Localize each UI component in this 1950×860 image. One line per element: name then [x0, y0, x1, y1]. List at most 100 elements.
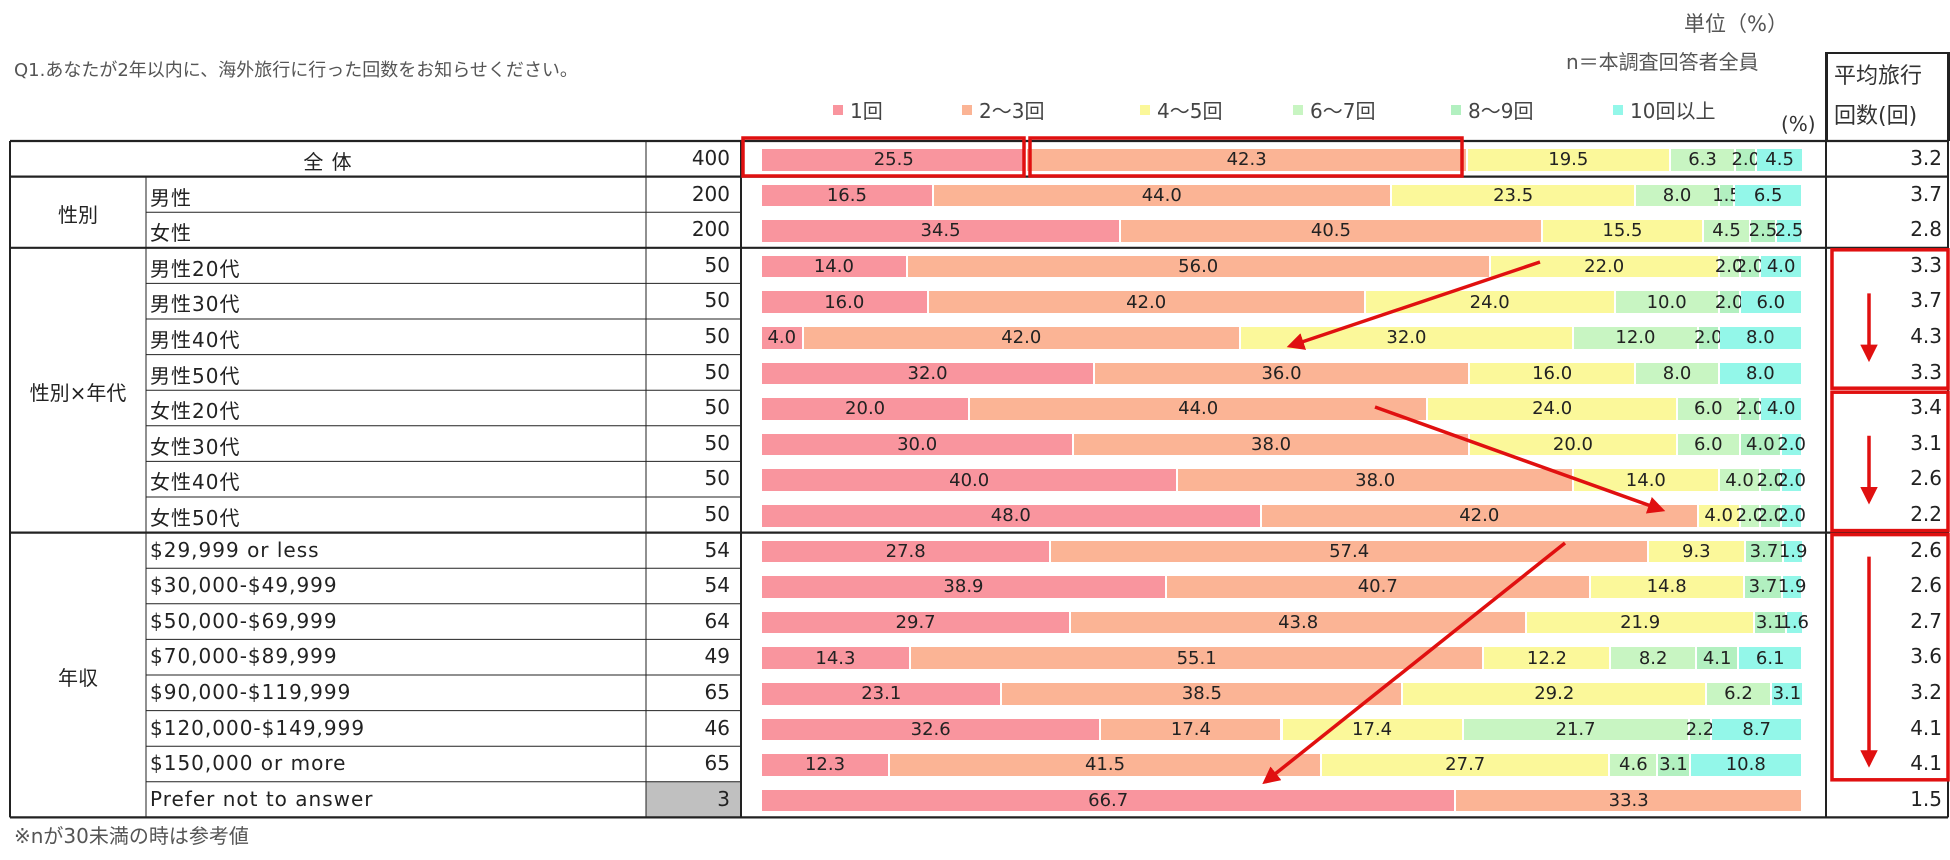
unit-label: 単位（%） [1684, 12, 1788, 36]
bar-segment: 38.0 [1178, 469, 1574, 491]
legend-item: 8〜9回 [1451, 95, 1533, 124]
bar-segment: 66.7 [762, 789, 1457, 812]
bar-value-label: 4.0 [1766, 398, 1796, 420]
legend-item: 6〜7回 [1293, 95, 1375, 124]
bar-value-label: 23.1 [861, 683, 902, 705]
average-value: 2.7 [1910, 608, 1942, 633]
bar-segment: 16.0 [1469, 362, 1637, 385]
sample-size: 46 [704, 715, 730, 740]
bar-segment: 4.0 [762, 327, 804, 349]
bar-segment: 2.5 [1775, 220, 1803, 242]
group-label: 全 体 [303, 149, 353, 174]
bar-segment: 17.4 [1101, 718, 1283, 741]
row-label: $30,000-$49,999 [150, 573, 338, 598]
bar-segment: 8.0 [1719, 327, 1803, 349]
row-label: 男性40代 [150, 328, 241, 352]
bar-value-label: 14.8 [1646, 576, 1687, 598]
bar-segment: 32.0 [762, 362, 1096, 385]
bar-value-label: 30.0 [897, 434, 938, 456]
average-value: 3.4 [1910, 395, 1942, 420]
legend-label: 8〜9回 [1468, 99, 1534, 123]
bar-value-label: 3.1 [1772, 683, 1802, 705]
bar-segment: 4.1 [1696, 647, 1740, 669]
bar-value-label: 3.1 [1659, 754, 1688, 776]
bar-value-label: 27.8 [885, 540, 926, 562]
bar-segment: 16.5 [762, 184, 934, 207]
bar-value-label: 8.2 [1638, 647, 1668, 669]
bar-value-label: 8.0 [1662, 184, 1692, 206]
bar-segment: 2.0 [1777, 469, 1806, 491]
bar-value-label: 6.3 [1688, 149, 1717, 171]
bar-value-label: 2.0 [1756, 505, 1786, 527]
bar-segment: 2.0 [1736, 398, 1764, 420]
average-value: 2.2 [1910, 502, 1942, 526]
bar-segment: 40.5 [1121, 220, 1543, 242]
legend-item: 4〜5回 [1140, 95, 1222, 124]
bar-value-label: 2.0 [1777, 469, 1806, 491]
bar-value-label: 56.0 [1178, 256, 1219, 278]
average-value: 3.3 [1910, 252, 1942, 277]
sample-size: 50 [704, 324, 730, 348]
average-value: 3.6 [1910, 644, 1942, 669]
bar-segment: 6.2 [1707, 683, 1772, 705]
row-label: $150,000 or more [150, 751, 347, 776]
legend-label: 1回 [850, 99, 883, 123]
bar-value-label: 4.6 [1619, 754, 1648, 776]
bar-value-label: 44.0 [1141, 184, 1182, 206]
bar-segment: 38.9 [762, 576, 1167, 598]
bar-value-label: 40.0 [949, 469, 990, 491]
bar-segment: 1.6 [1780, 611, 1809, 634]
bar-value-label: 24.0 [1469, 291, 1510, 313]
row-label: $50,000-$69,999 [150, 608, 338, 633]
legend-label: 4〜5回 [1157, 99, 1223, 123]
sample-size: 65 [704, 680, 730, 704]
bar-segment: 15.5 [1542, 220, 1705, 242]
average-value: 3.3 [1910, 359, 1942, 384]
bar-value-label: 29.7 [895, 612, 936, 634]
average-value: 3.7 [1910, 181, 1942, 206]
bar-value-label: 20.0 [1552, 434, 1593, 456]
bar-value-label: 6.0 [1756, 291, 1786, 313]
bar-value-label: 6.0 [1693, 434, 1723, 456]
bar-segment: 4.6 [1610, 754, 1659, 776]
bar-value-label: 8.0 [1746, 327, 1775, 349]
bar-value-label: 40.5 [1310, 220, 1351, 242]
bar-segment: 34.5 [762, 220, 1122, 242]
bar-value-label: 16.5 [826, 184, 867, 206]
bar-value-label: 48.0 [990, 505, 1031, 527]
row-label: $120,000-$149,999 [150, 715, 366, 740]
bar-value-label: 32.0 [907, 362, 948, 384]
bar-value-label: 29.2 [1534, 683, 1575, 705]
bar-segment: 4.5 [1757, 149, 1805, 171]
row-label: 男性20代 [150, 256, 241, 281]
bar-segment: 2.0 [1731, 149, 1760, 171]
bar-value-label: 4.1 [1702, 647, 1732, 669]
bar-value-label: 42.0 [1126, 291, 1167, 313]
row-label: 男性50代 [150, 363, 241, 388]
sample-size: 65 [704, 751, 730, 776]
bar-segment: 1.9 [1778, 576, 1806, 598]
bar-value-label: 36.0 [1261, 362, 1302, 384]
bar-value-label: 4.0 [1725, 469, 1754, 491]
bar-value-label: 41.5 [1084, 754, 1126, 776]
bar-segment: 2.0 [1715, 291, 1743, 313]
bar-value-label: 2.0 [1693, 327, 1723, 349]
bar-segment: 4.0 [1698, 505, 1741, 527]
bar-value-label: 32.0 [1386, 327, 1427, 349]
question-text: Q1.あなたが2年以内に、海外旅行に行った回数をお知らせください。 [14, 60, 578, 81]
bar-value-label: 2.0 [1714, 256, 1744, 278]
bar-segment: 8.2 [1611, 647, 1697, 669]
bar-value-label: 20.0 [845, 398, 886, 420]
bar-segment: 48.0 [762, 505, 1262, 527]
bar-value-label: 14.3 [815, 647, 856, 669]
average-header: 平均旅行 回数(回) [1826, 52, 1950, 141]
bar-value-label: 16.0 [1532, 362, 1573, 384]
bar-segment: 2.5 [1749, 220, 1777, 242]
bar-value-label: 10.8 [1725, 754, 1766, 776]
bar-value-label: 1.5 [1712, 184, 1741, 206]
average-value: 4.1 [1910, 751, 1942, 776]
bar-value-label: 9.3 [1682, 540, 1711, 562]
bar-segment: 14.0 [1573, 469, 1720, 491]
bar-segment: 3.7 [1745, 540, 1785, 563]
bar-value-label: 14.0 [813, 256, 854, 278]
